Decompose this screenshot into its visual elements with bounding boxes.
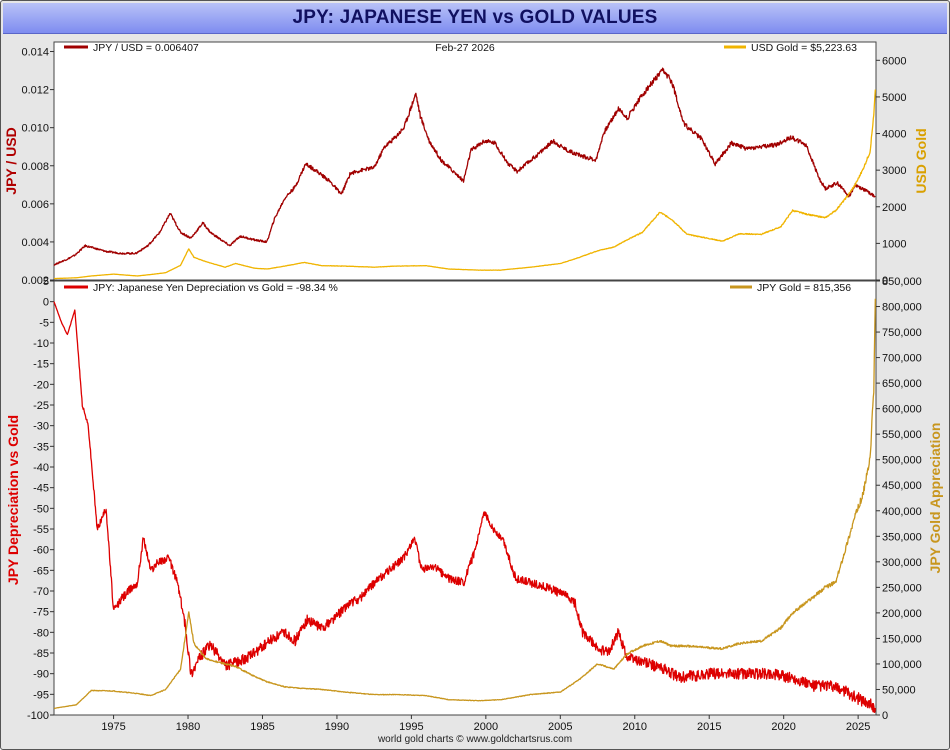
ytick-left-label: 0.004 [21,237,49,249]
footer-credit: world gold charts © www.goldchartsrus.co… [377,734,573,745]
ytick-left-label: 0.002 [21,275,49,287]
ytick-right-label: 6000 [882,55,906,67]
ytick-left-label: -40 [33,462,49,474]
bottom-chart: 5 0 -5 -10 -15 -20 -25 -30 -35 -40 -45 -50 -55 -60 -65… [5,276,943,733]
xtick-label: 1995 [399,721,423,733]
ytick-left-label: 0.008 [21,161,49,173]
ytick-left-label: -15 [33,359,49,371]
ytick-left-label: -70 [33,586,49,598]
ytick-left-label: -10 [33,338,49,350]
jpy-gold-line [53,298,876,710]
ytick-left-label: -100 [27,710,49,722]
ytick-left-label: -60 [33,545,49,557]
ytick-left-label: 0 [43,297,49,309]
ytick-right-label: 600,000 [882,404,922,416]
ytick-right-label: 5000 [882,92,906,104]
ytick-right-label: 850,000 [882,276,922,288]
xtick-label: 1985 [250,721,274,733]
ytick-left-label: 0.010 [21,123,49,135]
xtick-label: 2025 [846,721,870,733]
ytick-right-label: 1000 [882,238,906,250]
ytick-right-label: 250,000 [882,582,922,594]
ytick-right-label: 150,000 [882,633,922,645]
ytick-right-label: 0 [882,710,888,722]
ytick-left-label: -80 [33,627,49,639]
ytick-right-label: 450,000 [882,480,922,492]
ytick-left-label: -25 [33,400,49,412]
xtick-label: 2005 [548,721,572,733]
ytick-right-label: 550,000 [882,429,922,441]
ytick-right-label: 800,000 [882,302,922,314]
xtick-label: 1975 [101,721,125,733]
ytick-right-label: 4000 [882,129,906,141]
ytick-right-label: 500,000 [882,455,922,467]
ytick-left-label: -50 [33,503,49,515]
ytick-right-label: 400,000 [882,506,922,518]
ytick-right-label: 700,000 [882,353,922,365]
ytick-right-label: 0 [882,275,888,287]
depreciation-line [53,301,876,713]
ytick-right-label: 50,000 [882,684,916,696]
ytick-right-label: 750,000 [882,327,922,339]
ytick-right-label: 2000 [882,202,906,214]
bottom-ylabel-right: JPY Gold Appreciation [927,423,943,574]
top-legend-right: USD Gold = $5,223.63 [751,42,857,54]
jpy-usd-line [53,67,876,266]
ytick-right-label: 350,000 [882,531,922,543]
top-chart: 0.002 0.004 0.006 0.008 0.010 0.012 0.014 0 100… [3,41,929,287]
xtick-label: 2010 [623,721,647,733]
ytick-right-label: 100,000 [882,659,922,671]
ytick-left-label: -95 [33,689,49,701]
xtick-label: 2000 [474,721,498,733]
ytick-right-label: 300,000 [882,557,922,569]
ytick-left-label: -20 [33,379,49,391]
top-ylabel-left: JPY / USD [3,127,19,194]
bottom-ylabel-left: JPY Depreciation vs Gold [5,415,21,585]
xtick-label: 2015 [697,721,721,733]
ytick-left-label: -90 [33,669,49,681]
usd-gold-line [53,89,876,280]
bottom-legend-right: JPY Gold = 815,356 [757,282,851,294]
ytick-left-label: 5 [43,276,49,288]
ytick-left-label: 0.006 [21,199,49,211]
ytick-left-label: 0.012 [21,85,49,97]
ytick-left-label: -65 [33,565,49,577]
ytick-left-label: -45 [33,483,49,495]
xtick-label: 1980 [176,721,200,733]
top-legend-date: Feb-27 2026 [435,42,495,54]
top-ylabel-right: USD Gold [913,128,929,193]
ytick-right-label: 200,000 [882,608,922,620]
ytick-right-label: 3000 [882,165,906,177]
ytick-left-label: -30 [33,421,49,433]
ytick-left-label: -55 [33,524,49,536]
ytick-left-label: -85 [33,648,49,660]
ytick-left-label: -75 [33,607,49,619]
xtick-label: 1990 [325,721,349,733]
bottom-legend-left: JPY: Japanese Yen Depreciation vs Gold =… [93,282,338,294]
ytick-left-label: -35 [33,441,49,453]
title-bar: JPY: JAPANESE YEN vs GOLD VALUES [3,3,947,34]
page-title: JPY: JAPANESE YEN vs GOLD VALUES [292,7,658,28]
ytick-right-label: 650,000 [882,378,922,390]
ytick-left-label: -5 [39,317,49,329]
ytick-left-label: 0.014 [21,47,49,59]
top-legend-left: JPY / USD = 0.006407 [93,42,199,54]
xtick-label: 2020 [771,721,795,733]
